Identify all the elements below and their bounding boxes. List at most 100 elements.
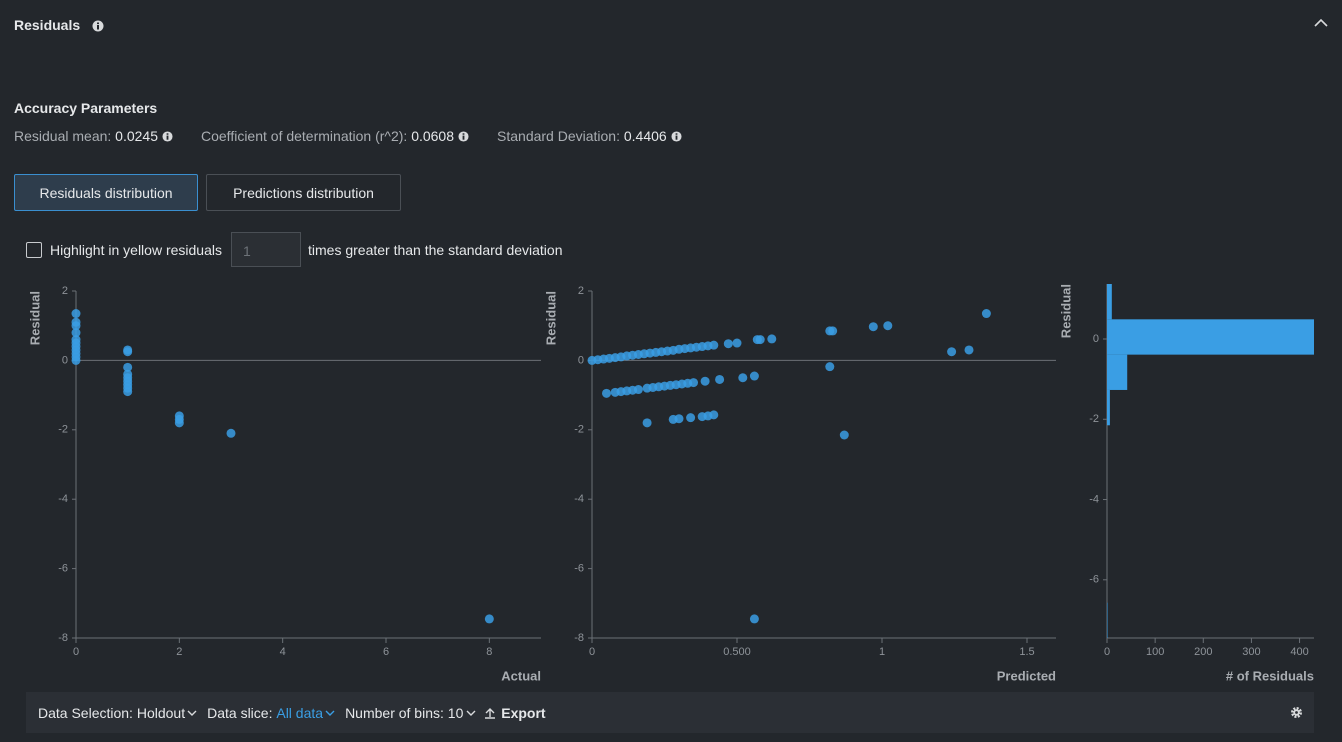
tab-button[interactable]: Residuals distribution <box>14 174 198 211</box>
point <box>883 321 893 331</box>
point <box>71 355 81 365</box>
point <box>709 340 719 350</box>
metric-value: 0.4406 <box>623 128 667 144</box>
bar <box>1107 354 1128 390</box>
section-title: Residuals <box>14 17 81 33</box>
point <box>828 326 838 336</box>
x-tick-label: 6 <box>383 646 389 658</box>
x-axis-title: Actual <box>501 668 541 683</box>
y-tick-label: -4 <box>58 493 68 505</box>
charts: 2 0 -2 -4 -6 -8 0 2 4 6 8 Residual Actual 2 0 -2 -4 -6 -8 0… <box>27 284 1314 683</box>
point <box>689 378 698 388</box>
point <box>642 418 652 428</box>
point <box>123 362 133 372</box>
metric-label: Coefficient of determination (r^2): <box>201 128 408 144</box>
settings-icon[interactable] <box>1290 706 1303 719</box>
metrics-row: Residual mean: 0.0245 Coefficient of det… <box>14 128 682 144</box>
point <box>825 362 835 372</box>
point <box>738 373 748 383</box>
data-selection-dropdown[interactable]: Data Selection: Holdout <box>38 705 199 721</box>
point <box>723 339 733 349</box>
x-tick-label: 0.500 <box>723 646 751 658</box>
point <box>839 430 849 440</box>
x-axis-title: # of Residuals <box>1226 668 1314 683</box>
y-tick-label: -4 <box>574 493 584 505</box>
point <box>674 414 684 424</box>
toolbar: Data Selection: Holdout Data slice: All … <box>26 692 1314 733</box>
point <box>686 413 696 423</box>
point <box>749 614 759 624</box>
point <box>964 345 974 355</box>
info-icon[interactable] <box>458 130 469 142</box>
point <box>633 385 643 395</box>
x-tick-label: 4 <box>280 646 286 658</box>
point <box>602 388 611 398</box>
tab-button[interactable]: Predictions distribution <box>206 174 401 211</box>
info-icon[interactable] <box>92 20 104 32</box>
point <box>749 371 759 381</box>
point <box>755 335 765 345</box>
point <box>71 309 81 319</box>
point <box>947 347 957 357</box>
x-tick-label: 0 <box>589 646 595 658</box>
x-tick-label: 100 <box>1146 646 1164 658</box>
export-label: Export <box>501 704 546 721</box>
point <box>123 347 133 357</box>
point <box>868 322 878 332</box>
collapse-chevron[interactable] <box>1314 18 1328 28</box>
value: 10 <box>447 704 464 721</box>
value: All data <box>276 704 324 721</box>
point <box>71 321 81 331</box>
metric-label: Residual mean: <box>14 128 112 144</box>
y-tick-label: -2 <box>58 424 68 436</box>
x-tick-label: 1.5 <box>1019 646 1034 658</box>
point <box>226 428 236 438</box>
point <box>767 334 777 344</box>
label: Data slice: <box>207 704 273 721</box>
y-tick-label: 0 <box>578 354 584 366</box>
x-tick-label: 1 <box>879 646 885 658</box>
std-input[interactable]: 1 <box>231 232 301 267</box>
bar <box>1107 319 1314 355</box>
point <box>123 387 133 397</box>
label: Data Selection: <box>38 704 133 721</box>
info-icon[interactable] <box>162 130 173 142</box>
checkbox[interactable] <box>26 242 42 258</box>
highlight-suffix: times greater than the standard deviatio… <box>308 242 563 258</box>
point <box>174 418 184 428</box>
x-tick-label: 400 <box>1290 646 1308 658</box>
value: Holdout <box>136 704 186 721</box>
data-slice-dropdown[interactable]: Data slice: All data <box>207 705 337 721</box>
point <box>71 328 81 338</box>
bins-dropdown[interactable]: Number of bins: 10 <box>345 705 479 721</box>
highlight-label: Highlight in yellow residuals <box>50 242 222 258</box>
bar <box>1107 284 1112 320</box>
point <box>981 309 991 319</box>
x-tick-label: 0 <box>73 646 79 658</box>
point <box>709 410 719 420</box>
y-tick-label: 2 <box>578 285 584 297</box>
metric-value: 0.0245 <box>115 128 158 144</box>
x-tick-label: 0 <box>1104 646 1110 658</box>
label: Number of bins: <box>345 704 444 721</box>
accuracy-title: Accuracy Parameters <box>14 100 158 116</box>
y-tick-label: -2 <box>574 424 584 436</box>
point <box>715 374 725 384</box>
y-tick-label: 0 <box>1093 333 1099 345</box>
point <box>484 614 494 624</box>
metric-value: 0.0608 <box>411 128 455 144</box>
info-icon[interactable] <box>671 130 682 142</box>
x-tick-label: 200 <box>1194 646 1212 658</box>
y-axis-title: Residual <box>27 291 42 345</box>
y-axis-title: Residual <box>1058 284 1073 338</box>
metric-label: Standard Deviation: <box>497 128 620 144</box>
x-tick-label: 300 <box>1242 646 1260 658</box>
x-tick-label: 8 <box>486 646 492 658</box>
y-tick-label: 0 <box>62 354 68 366</box>
x-tick-label: 2 <box>176 646 182 658</box>
export-button[interactable]: Export <box>483 704 546 721</box>
y-tick-label: -4 <box>1089 493 1099 505</box>
y-tick-label: -6 <box>1089 574 1099 586</box>
y-tick-label: -6 <box>58 563 68 575</box>
